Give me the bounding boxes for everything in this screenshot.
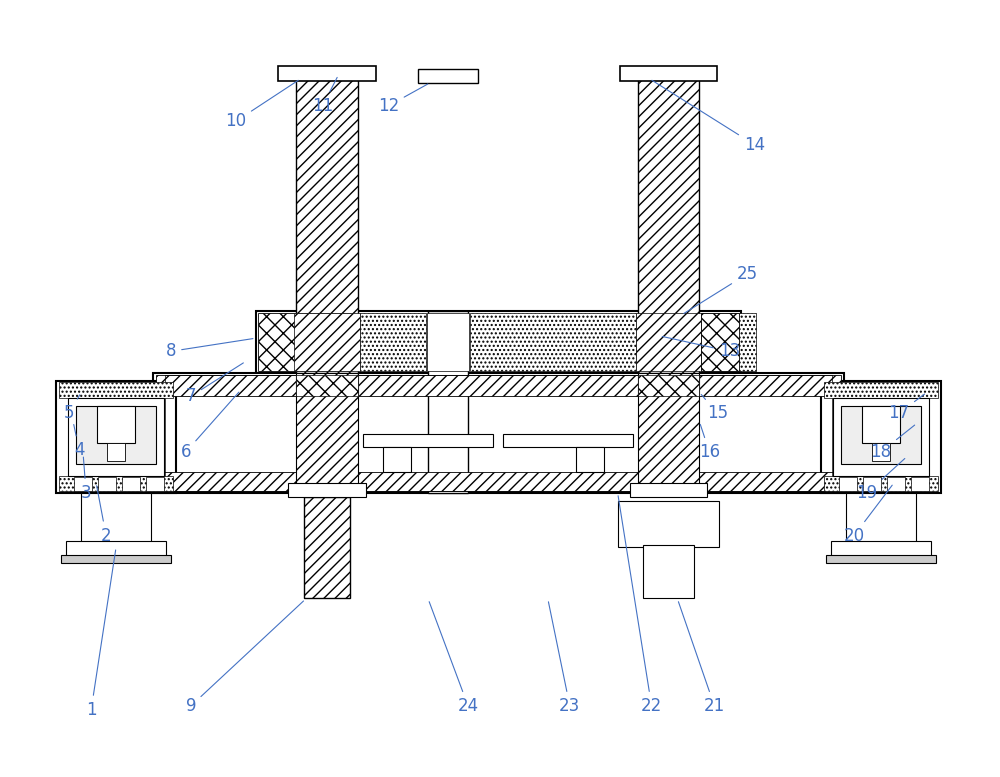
Bar [383,447,411,472]
Bar [824,476,938,492]
Bar [165,375,832,492]
Text: 13: 13 [662,336,740,361]
Bar [418,68,478,82]
Bar [66,541,166,556]
Bar [620,65,717,81]
Text: 6: 6 [181,392,239,461]
Bar [887,477,905,491]
Bar [360,312,426,371]
Text: 16: 16 [699,424,720,461]
Text: 17: 17 [888,394,925,422]
Bar [831,541,931,556]
Text: 5: 5 [64,395,80,422]
Bar [701,312,739,371]
Bar [97,406,135,443]
Bar [156,375,841,396]
Bar [872,443,890,461]
Bar [576,447,604,472]
Bar [68,398,164,476]
Bar [81,493,151,543]
Bar [98,477,116,491]
Bar [636,312,701,371]
Bar [428,311,468,493]
Bar [826,555,936,563]
Text: 8: 8 [166,339,253,361]
Bar [911,477,929,491]
Bar [59,476,173,492]
Bar [278,65,376,81]
Text: 19: 19 [856,458,905,502]
Bar [156,472,841,492]
Bar [846,493,916,543]
Text: 7: 7 [186,363,243,406]
Bar [76,406,156,464]
Bar [59,382,173,398]
Text: 9: 9 [186,601,304,715]
Bar [638,373,699,493]
Bar [841,406,921,464]
Bar [503,434,633,447]
Bar [61,555,171,563]
Text: 18: 18 [870,425,915,461]
Bar [296,312,350,371]
Text: 15: 15 [701,395,728,422]
Bar [294,312,360,371]
Text: 22: 22 [618,496,662,715]
Bar [427,312,469,371]
Bar [862,406,900,443]
Bar [701,312,756,371]
Bar [296,375,358,396]
Bar [258,312,296,371]
Text: 14: 14 [652,80,765,154]
Text: 4: 4 [74,424,84,459]
Bar [638,375,699,396]
Bar [153,373,844,493]
Text: 25: 25 [684,265,758,313]
Bar [821,381,941,493]
Bar [643,545,694,598]
Text: 12: 12 [378,84,428,115]
Text: 23: 23 [548,602,580,715]
Bar [107,443,125,461]
Bar [470,312,636,371]
Bar [363,434,493,447]
Text: 11: 11 [312,78,337,115]
Bar [122,477,140,491]
Text: 10: 10 [225,80,298,131]
Text: 20: 20 [843,485,892,545]
Bar [296,373,358,493]
Bar [638,78,699,373]
Bar [618,500,719,547]
Bar [296,78,358,373]
Bar [74,477,92,491]
Bar [146,477,164,491]
Bar [304,497,350,598]
Bar [839,477,857,491]
Text: 21: 21 [678,601,725,715]
Bar [256,311,741,373]
Bar [288,483,366,497]
Text: 24: 24 [429,601,479,715]
Bar [833,398,929,476]
Bar [56,381,176,493]
Bar [863,477,881,491]
Text: 3: 3 [81,457,91,502]
Text: 2: 2 [97,486,111,545]
Bar [630,483,707,497]
Text: 1: 1 [86,550,116,719]
Bar [824,382,938,398]
